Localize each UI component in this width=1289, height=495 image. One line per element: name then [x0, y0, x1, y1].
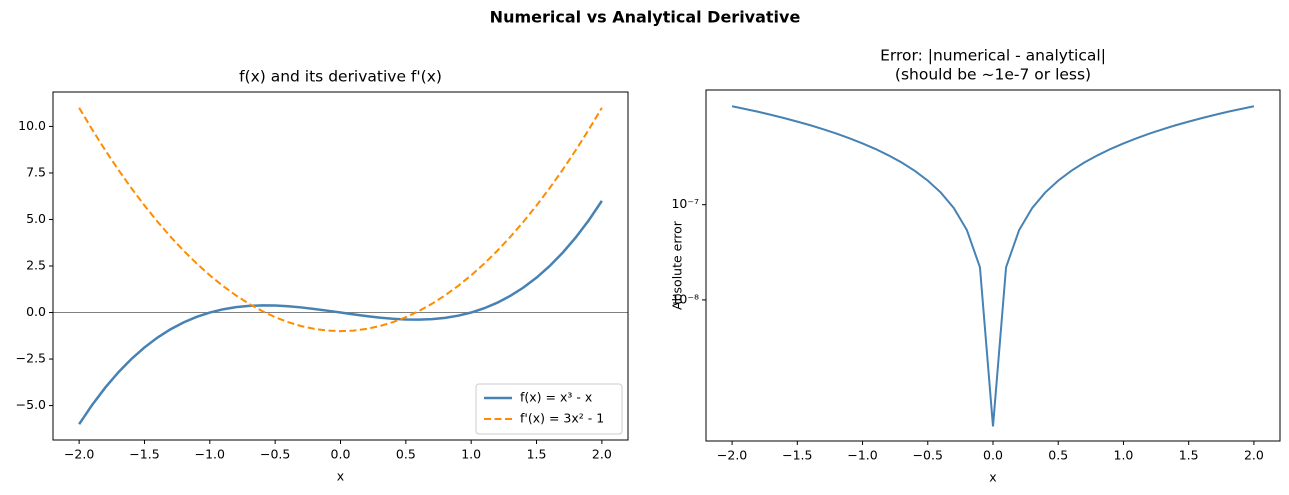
legend-label: f'(x) = 3x² - 1 [520, 411, 604, 426]
legend-box [475, 383, 623, 435]
x-tick-label: 0.0 [331, 447, 351, 462]
axes-frame [705, 89, 1281, 442]
x-tick-label: −0.5 [913, 448, 943, 463]
y-tick-label: 5.0 [26, 211, 46, 226]
x-tick-label: −0.5 [260, 447, 290, 462]
subplot-title: Error: |numerical - analytical| [880, 47, 1106, 65]
x-tick-label: 0.5 [1048, 448, 1068, 463]
subplot-title: f(x) and its derivative f'(x) [239, 68, 442, 86]
y-tick-label: −2.5 [16, 351, 46, 366]
subplot: f(x) and its derivative f'(x) x −2.0 −1.5 −1… [16, 68, 629, 484]
x-axis-label: x [989, 470, 996, 485]
x-tick-label: −1.0 [847, 448, 877, 463]
y-tick-label: 0.0 [26, 304, 46, 319]
x-tick-label: −1.5 [782, 448, 812, 463]
subplot-subtitle: (should be ~1e-7 or less) [895, 66, 1091, 84]
y-tick-label: 10⁻⁸ [671, 291, 699, 306]
x-tick-label: 2.0 [592, 447, 612, 462]
x-tick-label: −2.0 [717, 448, 747, 463]
x-tick-label: 0.0 [983, 448, 1003, 463]
data-line [78, 107, 603, 333]
x-tick-label: −1.5 [129, 447, 159, 462]
x-tick-label: −2.0 [64, 447, 94, 462]
axes-frame [52, 91, 629, 441]
y-tick-label: −5.0 [16, 397, 46, 412]
data-line [731, 105, 1255, 427]
x-tick-label: 0.5 [396, 447, 416, 462]
y-tick-label: 10⁻⁷ [671, 196, 699, 211]
x-tick-label: −1.0 [195, 447, 225, 462]
subplot: Error: |numerical - analytical|(should b… [670, 47, 1281, 485]
y-axis-label: Absolute error [670, 220, 685, 310]
x-tick-label: 1.5 [1179, 448, 1199, 463]
y-tick-label: 2.5 [26, 258, 46, 273]
y-tick-label: 7.5 [26, 164, 46, 179]
legend-label: f(x) = x³ - x [520, 390, 592, 405]
x-tick-label: 1.0 [461, 447, 481, 462]
x-tick-label: 2.0 [1244, 448, 1264, 463]
y-tick-label: 10.0 [18, 118, 46, 133]
figure-title: Numerical vs Analytical Derivative [490, 8, 801, 27]
x-tick-label: 1.5 [527, 447, 547, 462]
data-line [78, 200, 603, 425]
x-tick-label: 1.0 [1114, 448, 1134, 463]
x-axis-label: x [337, 469, 344, 484]
